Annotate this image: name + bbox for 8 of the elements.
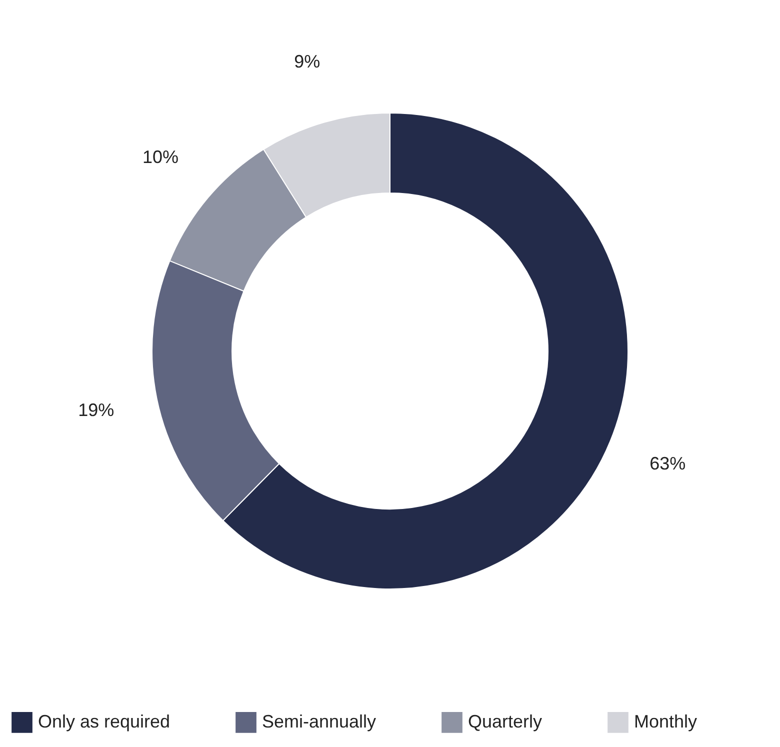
legend-label: Monthly <box>634 711 698 732</box>
legend-label: Quarterly <box>468 711 542 732</box>
data-label: 63% <box>650 454 686 474</box>
data-label: 10% <box>142 146 179 167</box>
data-label: 9% <box>294 52 320 72</box>
legend-label: Semi-annually <box>262 711 376 732</box>
data-label: 19% <box>78 400 114 420</box>
legend-label: Only as required <box>38 711 170 732</box>
